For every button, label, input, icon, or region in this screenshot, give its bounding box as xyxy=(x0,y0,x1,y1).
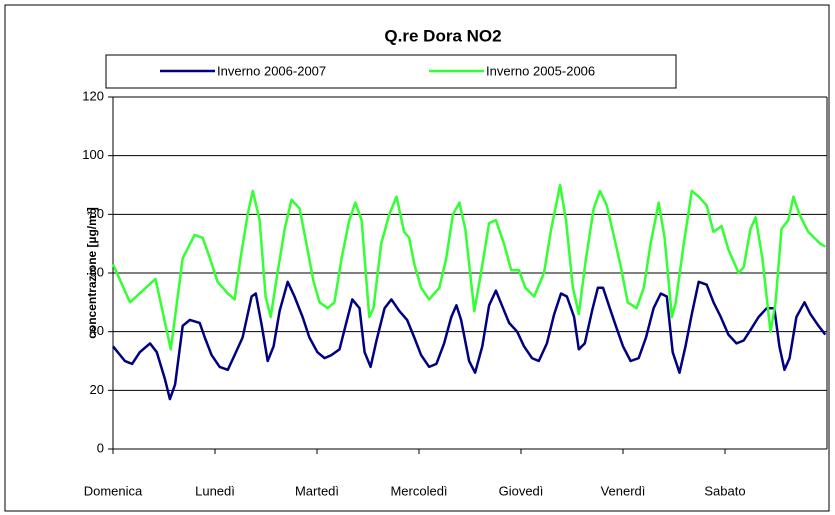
series-line xyxy=(112,280,827,401)
y-tick-label: 20 xyxy=(90,382,104,397)
chart-title: Q.re Dora NO2 xyxy=(384,26,501,45)
chart-border xyxy=(4,4,830,512)
legend-label: Inverno 2006-2007 xyxy=(217,63,326,78)
x-tick-label: Sabato xyxy=(704,483,745,498)
y-tick-label: 60 xyxy=(90,264,104,279)
x-tick-label: Domenica xyxy=(84,483,143,498)
y-axis-label: concentrazione [µg/m³] xyxy=(85,207,99,339)
x-tick-label: Mercoledì xyxy=(390,483,447,498)
x-tick-label: Lunedì xyxy=(195,483,235,498)
x-tick-label: Venerdì xyxy=(601,483,646,498)
legend-label: Inverno 2005-2006 xyxy=(486,63,595,78)
x-tick-label: Giovedì xyxy=(499,483,544,498)
series-line xyxy=(111,183,826,351)
y-tick-label: 40 xyxy=(90,323,104,338)
x-tick-label: Martedì xyxy=(295,483,339,498)
y-tick-label: 0 xyxy=(97,440,104,455)
y-tick-label: 120 xyxy=(82,88,104,103)
y-tick-label: 80 xyxy=(90,206,104,221)
y-tick-label: 100 xyxy=(82,147,104,162)
